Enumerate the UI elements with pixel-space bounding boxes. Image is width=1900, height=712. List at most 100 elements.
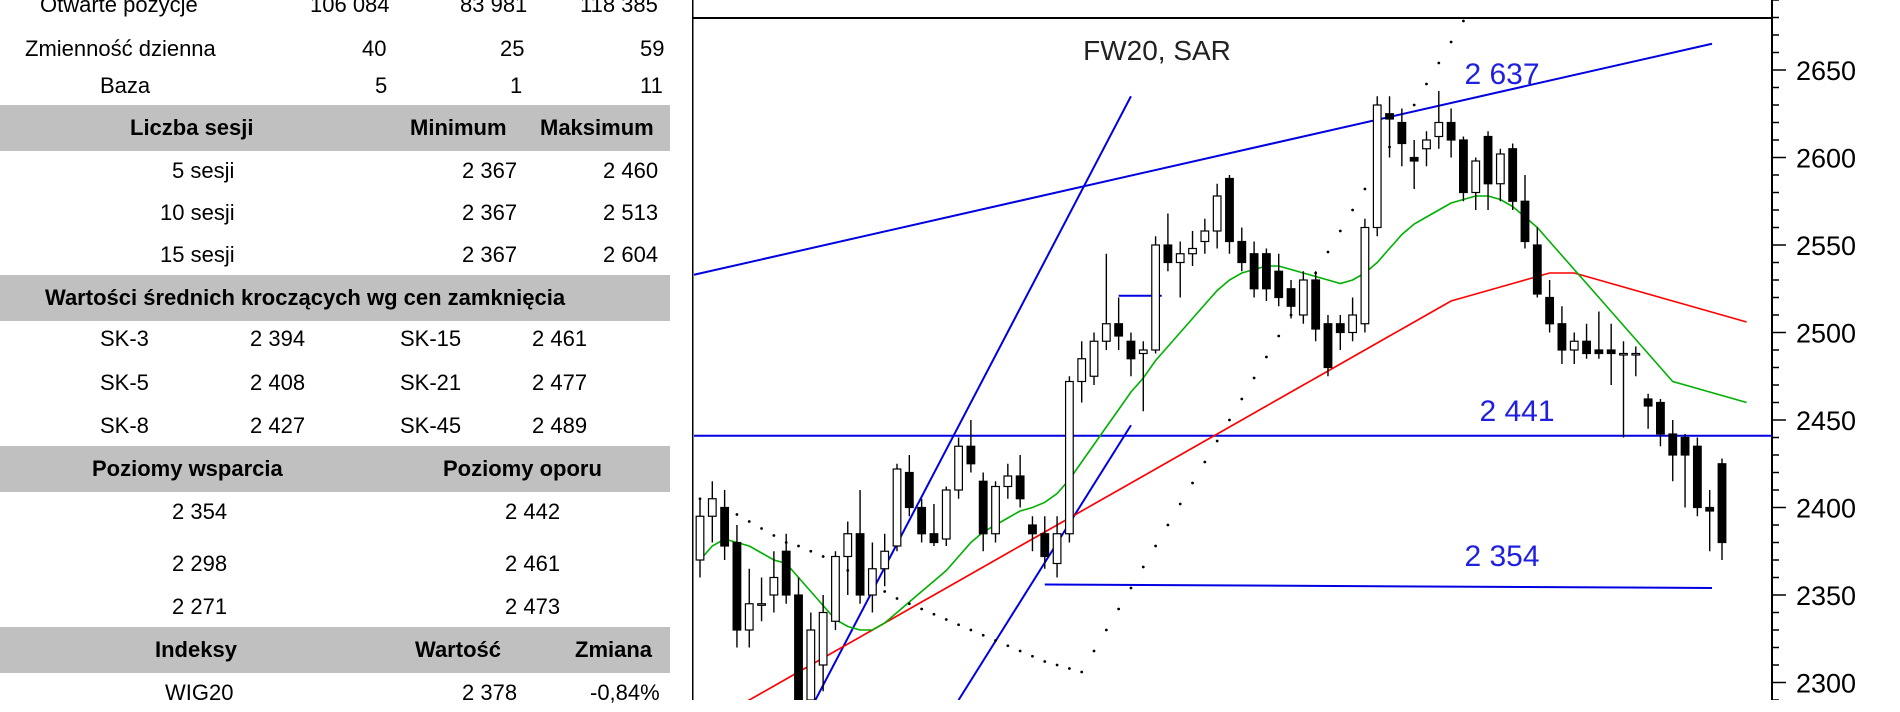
chart-canvas: 2300 2350 2400 2450 2500 2550 2600 2650 FW20, S… bbox=[692, 0, 1856, 700]
candle-body-down bbox=[1409, 156, 1419, 162]
sar-dot bbox=[1425, 82, 1428, 86]
candle-body-up bbox=[744, 603, 754, 631]
candle-body-down bbox=[1163, 244, 1173, 264]
row-label: Baza bbox=[100, 73, 151, 98]
index-change: -0,84% bbox=[590, 680, 660, 705]
sar-dot bbox=[1031, 654, 1034, 658]
candle-body-down bbox=[1323, 323, 1333, 369]
candle-body-down bbox=[1508, 148, 1518, 202]
sar-dot bbox=[1104, 628, 1108, 632]
candle-body-down bbox=[1545, 296, 1555, 325]
moving-averages bbox=[699, 195, 1747, 700]
candle-body-down bbox=[1557, 323, 1567, 351]
candle-body-down bbox=[781, 550, 791, 596]
header-cell: Wartość bbox=[415, 637, 501, 662]
row-value: 11 bbox=[640, 73, 663, 98]
sar-dot bbox=[883, 590, 887, 593]
resistance-level: 2 473 bbox=[505, 594, 561, 619]
sar-dot bbox=[821, 555, 825, 558]
table-row: Baza 5 1 11 bbox=[0, 67, 670, 105]
candle-body-down bbox=[1483, 135, 1493, 185]
candle-body-up bbox=[1175, 253, 1185, 264]
candle-body-down bbox=[1520, 200, 1530, 243]
candle-body-down bbox=[1459, 139, 1468, 194]
candle-body-up bbox=[1101, 323, 1111, 342]
row-label: Zmienność dzienna bbox=[25, 36, 216, 61]
index-value: 2 378 bbox=[462, 680, 518, 705]
sar-dot bbox=[1228, 418, 1231, 422]
session-max: 2 604 bbox=[603, 242, 659, 267]
tick-label: 2550 bbox=[1796, 231, 1856, 261]
ma-value: 2 394 bbox=[250, 326, 306, 351]
candle-body-up bbox=[1003, 475, 1013, 488]
candle-body-up bbox=[880, 550, 890, 570]
row-value: 5 bbox=[375, 73, 388, 98]
candle-body-down bbox=[1311, 279, 1321, 330]
session-max: 2 513 bbox=[603, 200, 659, 225]
session-label: 5 sesji bbox=[172, 158, 235, 183]
sar-dot bbox=[1154, 544, 1157, 548]
tick-label: 2650 bbox=[1796, 56, 1856, 86]
ma-label: SK-45 bbox=[400, 413, 462, 438]
candle-body-down bbox=[855, 533, 865, 596]
sar-dot bbox=[735, 513, 739, 516]
candle-body-up bbox=[1569, 340, 1579, 351]
price-chart: 2300 2350 2400 2450 2500 2550 2600 2650 FW20, S… bbox=[692, 0, 1900, 700]
sar-dot bbox=[920, 607, 924, 611]
support-level: 2 354 bbox=[172, 499, 228, 524]
ma-long-line bbox=[747, 272, 1747, 700]
sar-dot bbox=[1043, 660, 1047, 663]
candle-body-up bbox=[1064, 380, 1074, 535]
candle-body-up bbox=[1188, 247, 1197, 255]
row-value: 118 385 bbox=[580, 0, 658, 17]
header-cell: Zmiana bbox=[575, 637, 653, 662]
row-value: 1 bbox=[510, 73, 523, 98]
statistics-table: Otwarte pozycje 106 084 83 981 118 385 Z… bbox=[0, 0, 670, 705]
candle-body-down bbox=[1680, 436, 1690, 456]
sar-dot bbox=[981, 633, 985, 637]
candle-body-up bbox=[1212, 195, 1222, 232]
candle-body-up bbox=[1089, 340, 1099, 377]
ma-label: SK-15 bbox=[400, 326, 462, 351]
session-label: 15 sesji bbox=[160, 242, 235, 267]
candle-body-down bbox=[1385, 113, 1394, 120]
candle-body-up bbox=[954, 445, 963, 491]
sar-dot bbox=[1092, 649, 1096, 653]
sar-dot bbox=[907, 602, 911, 606]
support-level: 2 271 bbox=[172, 594, 228, 619]
sar-dot bbox=[1215, 439, 1219, 443]
row-value: 59 bbox=[640, 36, 665, 61]
sar-dot bbox=[895, 597, 899, 600]
sar-dot bbox=[1018, 649, 1022, 653]
candle-body-down bbox=[1040, 533, 1050, 558]
candle-body-down bbox=[929, 533, 939, 544]
candle-body-down bbox=[1705, 506, 1715, 512]
candle-body-up bbox=[695, 515, 705, 561]
candle-body-up bbox=[892, 468, 902, 547]
sar-dot bbox=[1351, 208, 1355, 212]
header-cell: Indeksy bbox=[155, 637, 237, 662]
session-min: 2 367 bbox=[462, 158, 518, 183]
sar-dot bbox=[1203, 460, 1207, 464]
header-cell: Maksimum bbox=[540, 115, 654, 140]
ma-value: 2 408 bbox=[250, 370, 306, 395]
sar-dot bbox=[957, 623, 960, 627]
candle-body-down bbox=[1028, 524, 1037, 535]
sar-dot bbox=[1191, 481, 1194, 485]
candle-body-up bbox=[991, 485, 1000, 535]
candle-body-down bbox=[966, 445, 976, 465]
levels-header: Poziomy wsparcia Poziomy oporu bbox=[0, 446, 670, 492]
candle-body-up bbox=[1052, 533, 1062, 565]
tick-label: 2500 bbox=[1796, 319, 1856, 349]
candle-body-down bbox=[1274, 270, 1284, 299]
table-row: SK-8 2 427 SK-45 2 489 bbox=[0, 407, 670, 445]
support-line-2354 bbox=[1044, 583, 1713, 589]
table-row: SK-5 2 408 SK-21 2 477 bbox=[0, 364, 670, 402]
candle-body-down bbox=[1225, 177, 1234, 243]
resistance-level: 2 442 bbox=[505, 499, 561, 524]
upper-trend-line bbox=[693, 42, 1713, 276]
tick-label: 2400 bbox=[1796, 494, 1856, 524]
session-min: 2 367 bbox=[462, 242, 518, 267]
sar-dot bbox=[1462, 19, 1465, 23]
resistance-level: 2 461 bbox=[505, 551, 561, 576]
